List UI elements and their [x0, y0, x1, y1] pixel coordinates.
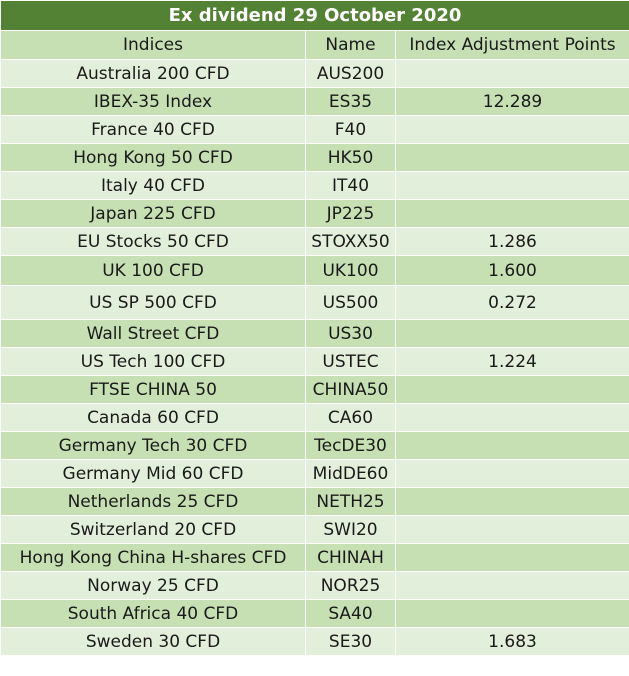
cell-adjustment-points [394, 487, 629, 516]
table-row: Hong Kong China H-shares CFD CHINAH [0, 543, 629, 572]
cell-name: STOXX50 [305, 227, 396, 256]
table-row: France 40 CFD F40 [0, 115, 629, 144]
cell-index: South Africa 40 CFD [0, 599, 306, 628]
cell-adjustment-points [394, 319, 629, 348]
cell-index: Germany Mid 60 CFD [0, 459, 306, 488]
cell-adjustment-points: 1.286 [394, 227, 629, 256]
cell-name: US500 [305, 285, 396, 320]
header-name: Name [305, 30, 396, 60]
cell-adjustment-points [394, 171, 629, 200]
cell-adjustment-points: 1.224 [394, 347, 629, 376]
cell-adjustment-points [394, 459, 629, 488]
table-row: Switzerland 20 CFD SWI20 [0, 515, 629, 544]
cell-name: JP225 [305, 199, 396, 228]
cell-adjustment-points [394, 403, 629, 432]
cell-name: ES35 [305, 87, 396, 116]
cell-index: EU Stocks 50 CFD [0, 227, 306, 256]
table-row: EU Stocks 50 CFD STOXX50 1.286 [0, 227, 629, 256]
table-row: South Africa 40 CFD SA40 [0, 599, 629, 628]
cell-adjustment-points [394, 543, 629, 572]
cell-index: Hong Kong China H-shares CFD [0, 543, 306, 572]
table-row: Italy 40 CFD IT40 [0, 171, 629, 200]
cell-index: Sweden 30 CFD [0, 627, 306, 656]
cell-adjustment-points [394, 143, 629, 172]
table-row: UK 100 CFD UK100 1.600 [0, 255, 629, 286]
cell-index: FTSE CHINA 50 [0, 375, 306, 404]
cell-index: Norway 25 CFD [0, 571, 306, 600]
table-row: Wall Street CFD US30 [0, 319, 629, 348]
table-row: Germany Mid 60 CFD MidDE60 [0, 459, 629, 488]
cell-adjustment-points: 0.272 [394, 285, 629, 320]
table-body: Australia 200 CFD AUS200 IBEX-35 Index ES35… [0, 59, 629, 656]
cell-index: Hong Kong 50 CFD [0, 143, 306, 172]
cell-adjustment-points [394, 59, 629, 88]
table-row: Netherlands 25 CFD NETH25 [0, 487, 629, 516]
cell-name: AUS200 [305, 59, 396, 88]
cell-adjustment-points: 1.683 [394, 627, 629, 656]
cell-name: MidDE60 [305, 459, 396, 488]
cell-index: Switzerland 20 CFD [0, 515, 306, 544]
table-row: Hong Kong 50 CFD HK50 [0, 143, 629, 172]
cell-index: IBEX-35 Index [0, 87, 306, 116]
cell-adjustment-points [394, 199, 629, 228]
table-row: US Tech 100 CFD USTEC 1.224 [0, 347, 629, 376]
table-row: Germany Tech 30 CFD TecDE30 [0, 431, 629, 460]
cell-name: SE30 [305, 627, 396, 656]
table-row: IBEX-35 Index ES35 12.289 [0, 87, 629, 116]
cell-name: IT40 [305, 171, 396, 200]
table-row: US SP 500 CFD US500 0.272 [0, 285, 629, 320]
cell-name: TecDE30 [305, 431, 396, 460]
cell-name: F40 [305, 115, 396, 144]
cell-name: USTEC [305, 347, 396, 376]
cell-adjustment-points [394, 599, 629, 628]
cell-adjustment-points [394, 431, 629, 460]
header-adjustment-points: Index Adjustment Points [394, 30, 629, 60]
cell-name: SWI20 [305, 515, 396, 544]
table-row: Canada 60 CFD CA60 [0, 403, 629, 432]
table-row: Norway 25 CFD NOR25 [0, 571, 629, 600]
table-row: Sweden 30 CFD SE30 1.683 [0, 627, 629, 656]
cell-index: US Tech 100 CFD [0, 347, 306, 376]
cell-index: UK 100 CFD [0, 255, 306, 286]
cell-index: Italy 40 CFD [0, 171, 306, 200]
header-indices: Indices [0, 30, 306, 60]
cell-adjustment-points [394, 515, 629, 544]
cell-name: SA40 [305, 599, 396, 628]
cell-index: Netherlands 25 CFD [0, 487, 306, 516]
cell-adjustment-points [394, 571, 629, 600]
cell-name: CA60 [305, 403, 396, 432]
title-row: Ex dividend 29 October 2020 [0, 0, 629, 31]
table-row: FTSE CHINA 50 CHINA50 [0, 375, 629, 404]
cell-name: NETH25 [305, 487, 396, 516]
cell-index: Australia 200 CFD [0, 59, 306, 88]
cell-adjustment-points: 12.289 [394, 87, 629, 116]
cell-name: CHINAH [305, 543, 396, 572]
cell-index: Canada 60 CFD [0, 403, 306, 432]
header-row: Indices Name Index Adjustment Points [0, 30, 629, 60]
cell-adjustment-points [394, 115, 629, 144]
cell-index: France 40 CFD [0, 115, 306, 144]
table-row: Japan 225 CFD JP225 [0, 199, 629, 228]
cell-index: Germany Tech 30 CFD [0, 431, 306, 460]
cell-adjustment-points: 1.600 [394, 255, 629, 286]
cell-name: US30 [305, 319, 396, 348]
cell-name: UK100 [305, 255, 396, 286]
cell-adjustment-points [394, 375, 629, 404]
table-title: Ex dividend 29 October 2020 [0, 0, 629, 31]
cell-index: Japan 225 CFD [0, 199, 306, 228]
cell-name: HK50 [305, 143, 396, 172]
cell-index: US SP 500 CFD [0, 285, 306, 320]
table-row: Australia 200 CFD AUS200 [0, 59, 629, 88]
cell-name: CHINA50 [305, 375, 396, 404]
cell-index: Wall Street CFD [0, 319, 306, 348]
cell-name: NOR25 [305, 571, 396, 600]
dividend-table: Ex dividend 29 October 2020 Indices Name… [0, 0, 629, 656]
